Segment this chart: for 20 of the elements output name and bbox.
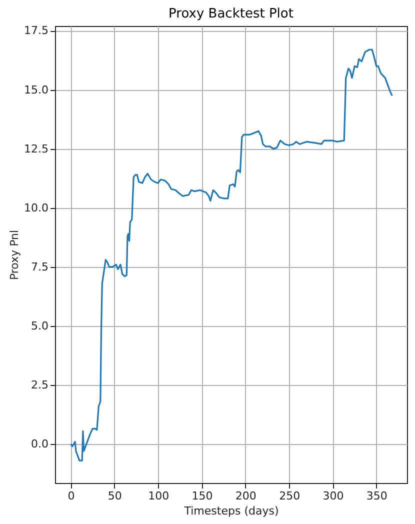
x-axis-title: Timesteps (days)	[183, 504, 279, 518]
line-series	[70, 48, 393, 462]
y-tick-label: 0.0	[31, 438, 48, 451]
x-tick-label: 250	[279, 490, 300, 502]
x-tick-label: 100	[148, 490, 170, 502]
x-tick-label: 50	[108, 490, 122, 502]
y-tick-label: 10.0	[24, 201, 48, 214]
y-tick-label: 2.5	[31, 378, 48, 392]
x-tick-label: 300	[322, 490, 344, 502]
x-tick-label: 150	[192, 490, 213, 502]
x-tick-label: 0	[68, 490, 75, 502]
chart-title: Proxy Backtest Plot	[168, 6, 294, 22]
y-tick-label: 17.5	[24, 24, 48, 38]
x-tick-label: 350	[366, 490, 388, 502]
y-axis-title: Proxy Pnl	[8, 230, 22, 280]
x-tick-label: 200	[235, 490, 256, 502]
y-tick-label: 12.5	[24, 142, 48, 156]
y-tick-label: 5.0	[31, 319, 48, 332]
y-tick-label: 15.0	[24, 83, 48, 96]
y-tick-label: 7.5	[31, 260, 48, 274]
